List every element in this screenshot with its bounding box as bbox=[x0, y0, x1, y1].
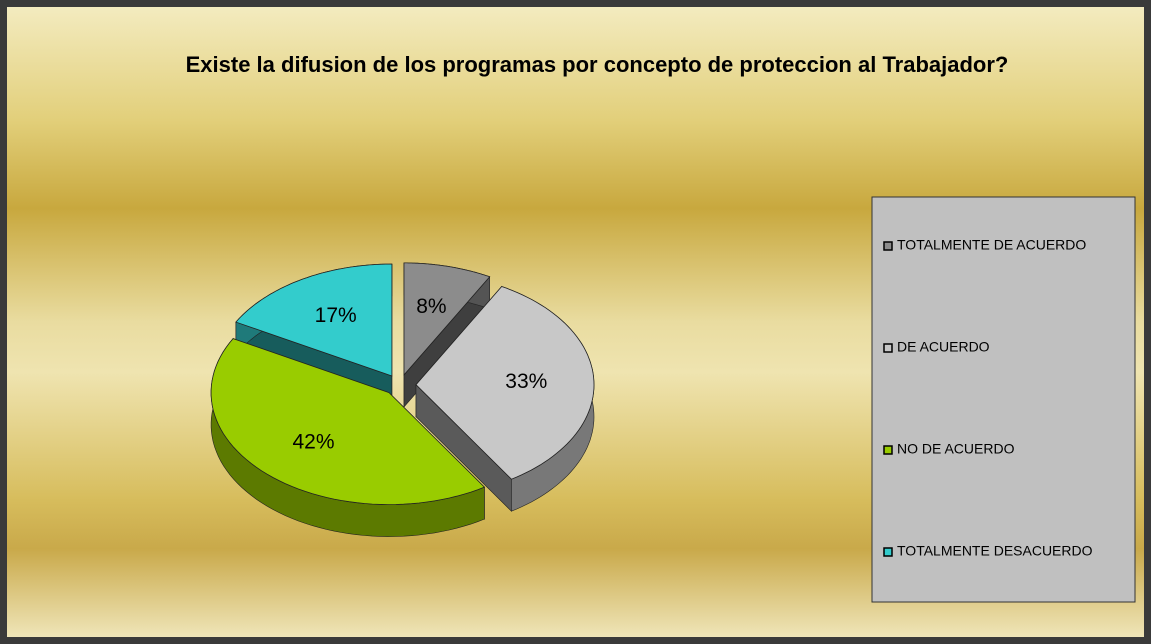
legend-label: TOTALMENTE DESACUERDO bbox=[897, 543, 1093, 559]
slice bbox=[415, 286, 595, 480]
data-label: 8% bbox=[416, 295, 446, 318]
legend-swatch bbox=[883, 343, 893, 353]
chart-title: Existe la difusion de los programas por … bbox=[185, 52, 1009, 77]
slice bbox=[235, 263, 393, 377]
legend-label: DE ACUERDO bbox=[897, 339, 990, 355]
legend-label: TOTALMENTE DE ACUERDO bbox=[897, 237, 1086, 253]
data-label: 17% bbox=[315, 304, 357, 327]
legend-swatch bbox=[883, 445, 893, 455]
legend-box bbox=[871, 196, 1136, 603]
legend-swatch bbox=[883, 547, 893, 557]
data-label: 33% bbox=[505, 370, 547, 393]
slice bbox=[210, 338, 486, 506]
legend-swatch bbox=[883, 241, 893, 251]
data-label: 42% bbox=[292, 431, 334, 454]
legend-label: NO DE ACUERDO bbox=[897, 441, 1015, 457]
slice bbox=[403, 262, 491, 376]
